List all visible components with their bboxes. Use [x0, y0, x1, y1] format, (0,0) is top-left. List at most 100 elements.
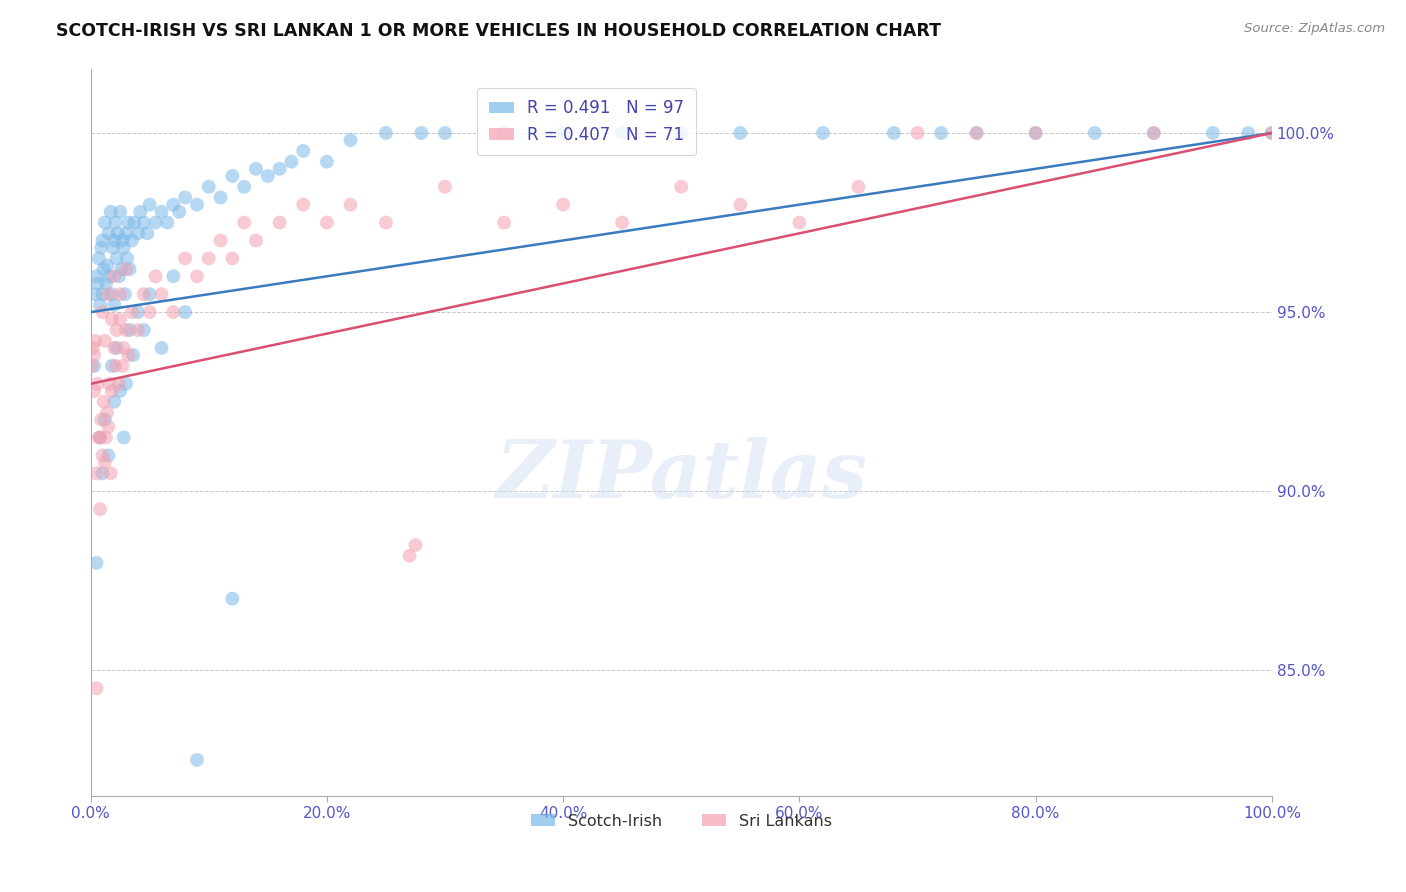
Point [883, 126, 905, 140]
Point [94, 334, 117, 348]
Point [115, 227, 138, 241]
Point [1025, 126, 1047, 140]
Point [221, 591, 243, 606]
Point [118, 323, 141, 337]
Point [91, 287, 114, 301]
Legend: Scotch-Irish, Sri Lankans: Scotch-Irish, Sri Lankans [524, 807, 838, 835]
Point [89, 502, 111, 516]
Point [83, 359, 105, 373]
Point [111, 234, 134, 248]
Point [553, 197, 575, 211]
Point [404, 538, 426, 552]
Point [93, 394, 115, 409]
Point [553, 126, 575, 140]
Point [145, 269, 167, 284]
Point [115, 376, 138, 391]
Point [91, 234, 114, 248]
Point [233, 216, 256, 230]
Point [97, 449, 120, 463]
Point [245, 234, 267, 248]
Point [87, 252, 110, 266]
Point [174, 190, 197, 204]
Point [98, 269, 121, 284]
Point [96, 405, 118, 419]
Point [101, 312, 124, 326]
Point [117, 216, 139, 230]
Point [612, 216, 634, 230]
Point [315, 154, 337, 169]
Point [1143, 126, 1166, 140]
Point [103, 269, 125, 284]
Point [209, 234, 232, 248]
Point [374, 126, 396, 140]
Point [80, 359, 103, 373]
Point [186, 197, 208, 211]
Point [89, 430, 111, 444]
Point [434, 126, 457, 140]
Point [374, 216, 396, 230]
Point [86, 681, 108, 696]
Point [145, 216, 167, 230]
Point [269, 161, 291, 176]
Point [966, 126, 988, 140]
Point [132, 287, 155, 301]
Point [124, 216, 146, 230]
Point [84, 287, 107, 301]
Point [91, 449, 114, 463]
Point [789, 216, 811, 230]
Point [671, 126, 693, 140]
Point [108, 384, 131, 398]
Point [104, 359, 127, 373]
Point [101, 287, 124, 301]
Point [121, 234, 143, 248]
Point [112, 241, 135, 255]
Point [129, 204, 152, 219]
Point [209, 190, 232, 204]
Text: SCOTCH-IRISH VS SRI LANKAN 1 OR MORE VEHICLES IN HOUSEHOLD CORRELATION CHART: SCOTCH-IRISH VS SRI LANKAN 1 OR MORE VEH… [56, 22, 941, 40]
Point [671, 179, 693, 194]
Point [108, 287, 131, 301]
Point [411, 126, 433, 140]
Point [82, 341, 104, 355]
Point [104, 216, 127, 230]
Point [132, 323, 155, 337]
Point [121, 305, 143, 319]
Point [127, 323, 149, 337]
Point [103, 394, 125, 409]
Point [221, 252, 243, 266]
Point [115, 252, 138, 266]
Point [100, 467, 122, 481]
Point [86, 467, 108, 481]
Point [90, 241, 112, 255]
Point [108, 204, 131, 219]
Point [138, 305, 160, 319]
Point [127, 227, 149, 241]
Point [103, 298, 125, 312]
Point [197, 252, 219, 266]
Point [811, 126, 834, 140]
Point [115, 323, 138, 337]
Point [280, 154, 302, 169]
Point [494, 216, 516, 230]
Point [150, 204, 173, 219]
Point [112, 341, 135, 355]
Point [1143, 126, 1166, 140]
Point [730, 197, 752, 211]
Point [292, 197, 315, 211]
Point [94, 412, 117, 426]
Point [115, 262, 138, 277]
Point [186, 753, 208, 767]
Point [174, 252, 197, 266]
Point [97, 287, 120, 301]
Point [907, 126, 929, 140]
Point [108, 312, 131, 326]
Point [110, 262, 132, 277]
Point [1237, 126, 1260, 140]
Point [101, 359, 124, 373]
Point [94, 277, 117, 291]
Point [93, 262, 115, 277]
Point [117, 348, 139, 362]
Point [339, 197, 361, 211]
Point [162, 269, 184, 284]
Point [111, 359, 134, 373]
